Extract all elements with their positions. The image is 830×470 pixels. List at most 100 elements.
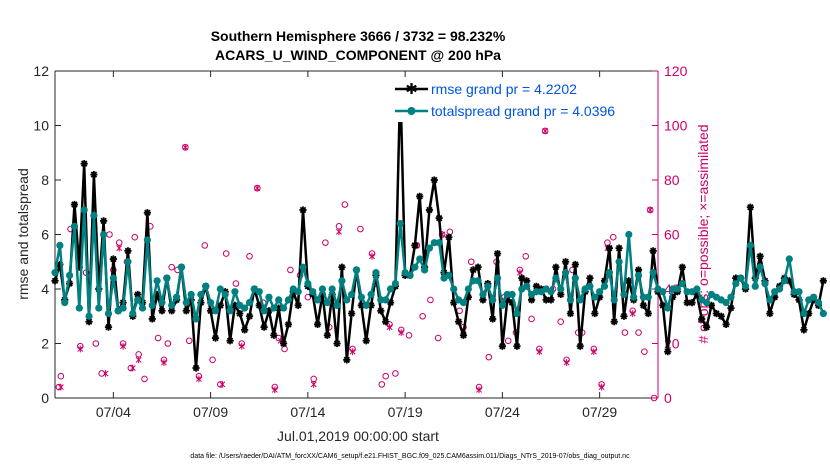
right-y-axis-label: # of obs: o=possible; ×=assimilated xyxy=(695,124,711,343)
spread-layer-point xyxy=(255,288,263,296)
spread-layer-point xyxy=(396,220,404,228)
rmse-layer-point xyxy=(435,214,443,222)
obs-assimilated-point xyxy=(563,359,570,366)
obs-possible-point xyxy=(131,233,139,241)
spread-layer-point xyxy=(241,304,249,312)
spread-layer-point xyxy=(566,296,575,304)
spread-layer-point xyxy=(761,279,769,288)
x-tick-label: 07/14 xyxy=(290,404,325,420)
rmse-layer-point xyxy=(717,312,725,320)
plot-background xyxy=(55,71,658,398)
spread-layer-point xyxy=(591,293,599,301)
spread-layer-point xyxy=(489,296,497,304)
obs-assimilated-point xyxy=(195,375,202,383)
obs-possible-point xyxy=(609,233,617,241)
spread-layer-point xyxy=(737,274,745,282)
rmse-layer-point xyxy=(746,203,754,211)
rmse-layer-point xyxy=(605,244,613,252)
spread-layer-point xyxy=(367,290,375,299)
right-y-tick-label: 120 xyxy=(664,63,688,79)
obs-possible-point xyxy=(154,334,162,342)
spread-layer-point xyxy=(425,244,434,252)
rmse-layer-point xyxy=(80,160,88,168)
rmse-layer-point xyxy=(411,241,419,249)
spread-layer-point xyxy=(323,299,331,307)
spread-layer-point xyxy=(450,285,458,293)
spread-layer-point xyxy=(265,293,273,301)
spread-layer-point xyxy=(304,279,312,288)
rmse-layer-point xyxy=(615,244,623,252)
rmse-layer-point xyxy=(284,320,293,329)
spread-layer-point xyxy=(148,301,156,309)
left-y-tick-label: 8 xyxy=(41,172,49,188)
spread-layer-point xyxy=(362,301,370,309)
obs-assimilated-point xyxy=(536,348,543,356)
rmse-layer-point xyxy=(800,326,808,334)
obs-assimilated-point xyxy=(116,244,123,252)
obs-possible-point xyxy=(92,340,100,347)
rmse-layer-point xyxy=(498,342,506,350)
spread-layer-point xyxy=(630,293,638,301)
spread-layer-point xyxy=(732,279,740,288)
spread-layer-point xyxy=(153,277,161,285)
obs-possible-point xyxy=(635,329,642,336)
spread-layer-point xyxy=(85,312,93,320)
rmse-layer-point xyxy=(100,217,108,225)
spread-layer-point xyxy=(644,293,652,301)
spread-layer-point xyxy=(435,239,443,247)
rmse-layer-point xyxy=(279,339,288,348)
rmse-layer-point xyxy=(143,209,151,217)
spread-layer-point xyxy=(420,266,429,274)
spread-layer-point xyxy=(143,236,151,244)
spread-layer-point xyxy=(605,269,613,277)
obs-possible-point xyxy=(392,370,399,377)
rmse-layer-point xyxy=(430,176,438,184)
rmse-layer-point xyxy=(270,331,278,339)
spread-layer-point xyxy=(124,258,132,266)
obs-assimilated-point xyxy=(57,383,64,391)
obs-possible-point xyxy=(127,364,135,372)
obs-possible-point xyxy=(322,239,329,246)
spread-layer-point xyxy=(318,285,327,293)
rmse-layer-point xyxy=(236,309,244,318)
spread-layer-point xyxy=(270,304,278,312)
spread-layer-point xyxy=(693,285,701,293)
left-y-tick-label: 4 xyxy=(41,281,49,297)
rmse-layer-point xyxy=(571,260,579,269)
obs-possible-point xyxy=(557,318,565,326)
x-axis: 07/04 07/09 07/14 07/19 07/24 07/29 xyxy=(96,71,617,420)
spread-layer-point xyxy=(780,277,789,285)
spread-layer-point xyxy=(129,309,137,318)
rmse-layer-point xyxy=(688,299,696,307)
spread-layer-point xyxy=(571,274,579,282)
spread-layer-point xyxy=(294,288,302,296)
obs-assimilated-point xyxy=(349,348,356,356)
legend: ✱ rmse grand pr = 4.2202 totalspread gra… xyxy=(389,78,643,122)
rmse-layer-point xyxy=(766,309,774,318)
rmse-layer-point xyxy=(474,263,482,271)
spread-layer-point xyxy=(746,241,754,249)
obs-assimilated-point xyxy=(238,342,245,350)
rmse-layer-point xyxy=(348,309,356,318)
spread-layer-point xyxy=(221,290,229,299)
rmse-layer-point xyxy=(241,326,249,334)
spread-layer-point xyxy=(523,282,531,290)
spread-layer-point xyxy=(207,299,215,307)
obs-assimilated-point xyxy=(647,206,654,214)
spread-layer-point xyxy=(158,299,166,307)
spread-layer-point xyxy=(664,304,672,312)
spread-layer-point xyxy=(659,288,667,296)
rmse-layer-point xyxy=(338,263,346,271)
rmse-layer-point xyxy=(416,192,424,200)
rmse-layer-point xyxy=(313,320,322,329)
spread-layer-point xyxy=(187,290,195,299)
spread-layer-point xyxy=(177,263,186,271)
rmse-layer-point xyxy=(620,312,628,320)
obs-assimilated-point xyxy=(590,348,597,356)
obs-possible-point xyxy=(528,315,535,323)
spread-layer-point xyxy=(649,269,657,277)
rmse-layer-point xyxy=(703,323,711,331)
spread-layer-point xyxy=(226,307,234,315)
rmse-layer-point xyxy=(124,247,132,255)
